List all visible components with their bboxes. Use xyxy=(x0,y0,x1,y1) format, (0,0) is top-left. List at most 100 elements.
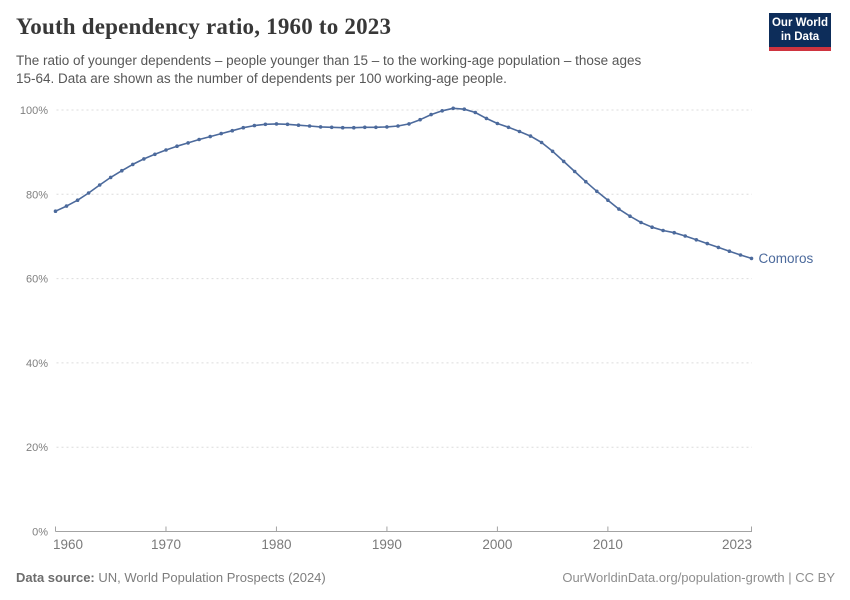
y-tick-label: 60% xyxy=(26,274,48,286)
data-point[interactable] xyxy=(318,125,323,129)
data-point[interactable] xyxy=(396,124,400,128)
data-point[interactable] xyxy=(363,125,367,130)
data-point[interactable] xyxy=(572,169,577,174)
data-point[interactable] xyxy=(108,175,113,180)
data-point[interactable] xyxy=(705,241,710,246)
data-point[interactable] xyxy=(374,125,378,130)
owid-logo[interactable]: Our World in Data xyxy=(769,13,831,51)
data-point[interactable] xyxy=(153,152,157,157)
x-tick-label: 2010 xyxy=(593,537,623,552)
data-point[interactable] xyxy=(142,157,146,161)
data-point[interactable] xyxy=(120,168,124,173)
data-point[interactable] xyxy=(352,125,356,130)
data-point[interactable] xyxy=(738,253,743,257)
credit-license-link[interactable]: CC BY xyxy=(795,570,835,585)
data-point[interactable] xyxy=(550,149,555,154)
chart-subtitle: The ratio of younger dependents – people… xyxy=(16,52,641,87)
data-source-text: UN, World Population Prospects (2024) xyxy=(98,570,326,585)
data-point[interactable] xyxy=(506,125,511,130)
data-point[interactable] xyxy=(528,134,533,138)
data-point[interactable] xyxy=(539,140,544,145)
data-point[interactable] xyxy=(606,198,610,202)
data-point[interactable] xyxy=(407,122,411,126)
data-point[interactable] xyxy=(230,128,235,133)
data-point[interactable] xyxy=(64,204,69,208)
data-point[interactable] xyxy=(584,179,588,184)
data-point[interactable] xyxy=(197,137,201,142)
x-tick-label: 1980 xyxy=(261,537,291,552)
x-tick-label: 1960 xyxy=(53,537,83,552)
x-tick-label: 1970 xyxy=(151,537,181,552)
data-point[interactable] xyxy=(517,129,522,134)
y-tick-label: 0% xyxy=(32,527,48,539)
data-point[interactable] xyxy=(672,230,676,235)
x-tick-label: 2000 xyxy=(482,537,512,552)
y-tick-label: 20% xyxy=(26,442,48,454)
data-source: Data source: UN, World Population Prospe… xyxy=(16,570,326,585)
data-point[interactable] xyxy=(186,141,190,145)
data-point[interactable] xyxy=(628,214,632,218)
data-point[interactable] xyxy=(329,125,334,130)
x-tick-label: 1990 xyxy=(372,537,402,552)
data-point[interactable] xyxy=(595,189,599,194)
data-point[interactable] xyxy=(639,220,643,225)
y-tick-label: 80% xyxy=(26,189,48,201)
data-point[interactable] xyxy=(727,249,732,253)
data-point[interactable] xyxy=(749,256,754,261)
data-point[interactable] xyxy=(340,125,345,130)
subtitle-line-2: 15-64. Data are shown as the number of d… xyxy=(16,70,507,86)
data-point[interactable] xyxy=(252,123,257,128)
data-source-label: Data source: xyxy=(16,570,95,585)
comoros-line[interactable] xyxy=(54,107,753,260)
data-point[interactable] xyxy=(296,123,301,127)
y-tick-label: 40% xyxy=(26,358,48,370)
data-point[interactable] xyxy=(164,148,168,152)
owid-logo-text: Our World in Data xyxy=(769,13,831,47)
data-point[interactable] xyxy=(97,183,102,187)
data-point[interactable] xyxy=(385,125,389,129)
data-point[interactable] xyxy=(661,228,665,233)
data-point[interactable] xyxy=(75,198,80,202)
data-point[interactable] xyxy=(86,191,91,195)
data-point[interactable] xyxy=(241,125,246,130)
data-point[interactable] xyxy=(418,117,422,122)
credit-line: OurWorldinData.org/population-growth | C… xyxy=(562,570,835,585)
data-point[interactable] xyxy=(175,144,179,148)
axes: 1960 1970 1980 1990 2000 2010 2023 xyxy=(53,526,752,552)
data-point[interactable] xyxy=(208,134,212,139)
logo-line-1: Our World xyxy=(771,17,828,29)
credit-url-link[interactable]: OurWorldinData.org/population-growth xyxy=(562,570,785,585)
data-point[interactable] xyxy=(473,110,478,115)
y-tick-label: 100% xyxy=(20,105,48,117)
data-point[interactable] xyxy=(484,116,489,121)
data-point[interactable] xyxy=(274,122,279,126)
data-point[interactable] xyxy=(462,107,467,111)
data-point[interactable] xyxy=(716,245,721,250)
data-point[interactable] xyxy=(683,234,687,238)
data-point[interactable] xyxy=(617,207,621,211)
logo-red-bar xyxy=(769,47,831,51)
credit-separator: | xyxy=(784,570,796,585)
data-point[interactable] xyxy=(263,122,268,127)
data-point[interactable] xyxy=(561,159,566,164)
data-point[interactable] xyxy=(495,121,500,126)
data-point[interactable] xyxy=(219,131,223,136)
data-point[interactable] xyxy=(285,122,290,127)
data-point[interactable] xyxy=(307,124,312,128)
series-label-comoros[interactable]: Comoros xyxy=(759,251,814,266)
data-point[interactable] xyxy=(650,225,654,229)
logo-line-2: in Data xyxy=(780,30,820,43)
chart-title: Youth dependency ratio, 1960 to 2023 xyxy=(16,14,392,39)
data-point[interactable] xyxy=(53,209,58,213)
x-tick-label: 2023 xyxy=(722,537,752,552)
data-point[interactable] xyxy=(131,162,135,167)
data-point[interactable] xyxy=(429,112,433,117)
data-point[interactable] xyxy=(440,109,445,113)
series-group[interactable]: Comoros xyxy=(53,106,814,266)
gridlines: 0% 20% 40% 60% 80% 100% xyxy=(20,105,752,539)
subtitle-line-1: The ratio of younger dependents – people… xyxy=(16,53,642,68)
data-point[interactable] xyxy=(451,106,456,111)
data-point[interactable] xyxy=(694,238,699,242)
